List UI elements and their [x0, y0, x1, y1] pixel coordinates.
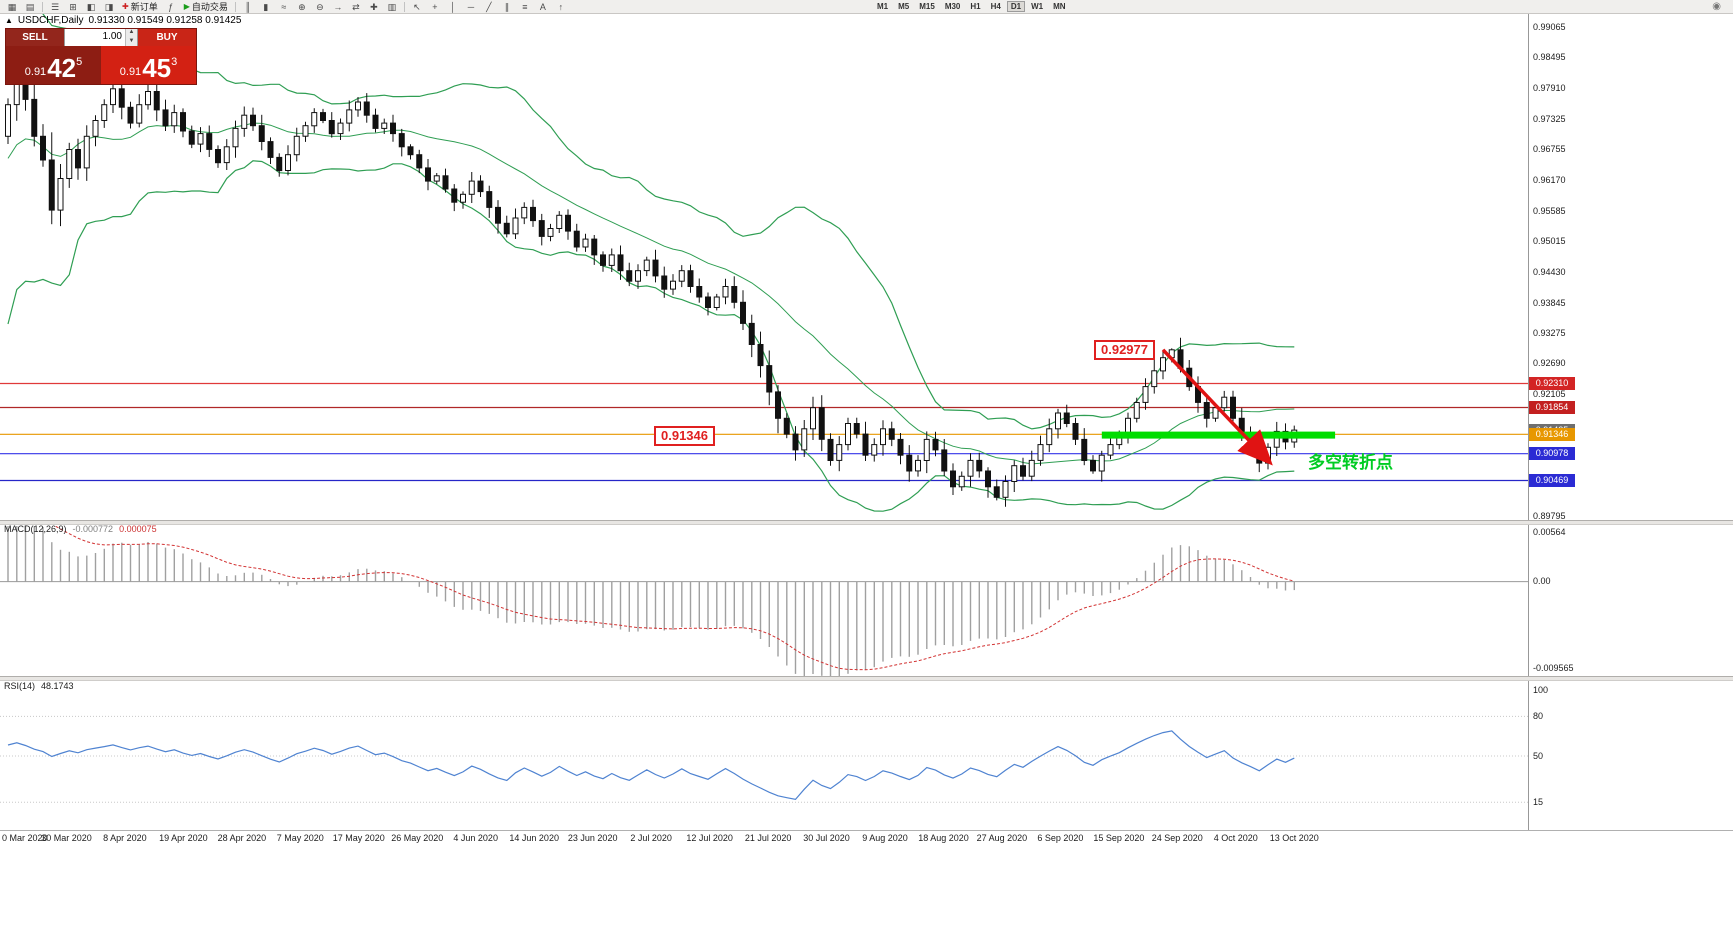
sell-price-base: 0.91 [24, 66, 47, 78]
trade-panel-price-row: 0.91 42 5 0.91 45 3 [6, 46, 196, 84]
trade-panel-top-row: SELL 1.00 ▲ ▼ BUY [6, 29, 196, 46]
price-axis-border [1528, 14, 1529, 830]
rsi-name: RSI(14) [4, 681, 36, 691]
line-chart-icon[interactable]: ≈ [281, 1, 287, 12]
timeframe-toolbar: M1 M5 M15 M30 H1 H4 D1 W1 MN [872, 1, 1071, 12]
one-click-trading-panel: SELL 1.00 ▲ ▼ BUY 0.91 42 5 0.91 45 3 [5, 28, 197, 85]
toolbar-separator [403, 1, 405, 12]
bar-chart-icon[interactable]: ║ [244, 1, 252, 12]
metaeditor-icon[interactable]: ƒ [168, 1, 174, 12]
timeframe-h1[interactable]: H1 [970, 2, 981, 11]
volume-down-icon[interactable]: ▼ [126, 37, 137, 46]
timeframe-w1[interactable]: W1 [1031, 2, 1044, 11]
macd-main-value: -0.000772 [72, 524, 114, 534]
turning-point-annotation[interactable]: 多空转折点 [1308, 453, 1393, 472]
chart-title: ▲ USDCHF,Daily 0.91330 0.91549 0.91258 0… [5, 15, 241, 26]
buy-price-button[interactable]: 0.91 45 3 [101, 46, 196, 84]
auto-scroll-icon[interactable]: → [333, 1, 343, 12]
trendline-icon[interactable]: ╱ [486, 1, 492, 12]
macd-panel-separator[interactable] [0, 520, 1733, 525]
channel-icon[interactable]: ∥ [504, 1, 510, 12]
toolbar-separator [42, 1, 43, 12]
date-axis-border [0, 830, 1733, 831]
indicators-icon[interactable]: ✚ [370, 1, 378, 12]
macd-signal-value: 0.000075 [119, 524, 157, 534]
buy-price-pips: 45 [142, 53, 172, 83]
profiles-icon[interactable]: ▤ [25, 1, 35, 12]
vertical-line-icon[interactable]: │ [450, 1, 456, 12]
arrow-object-icon[interactable]: ↑ [558, 1, 564, 12]
chart-objects[interactable] [1101, 348, 1336, 466]
new-order-button-icon: ✚ [122, 1, 129, 11]
timeframe-m30[interactable]: M30 [944, 2, 961, 11]
templates-icon[interactable]: ▥ [387, 1, 397, 12]
support-price-annotation[interactable]: 0.91346 [654, 426, 715, 446]
rsi-indicator[interactable] [0, 715, 1528, 803]
timeframe-d1[interactable]: D1 [1006, 1, 1026, 12]
fibonacci-icon[interactable]: ≡ [522, 1, 528, 12]
rsi-value: 48.1743 [41, 681, 74, 691]
timeframe-m5[interactable]: M5 [898, 2, 910, 11]
buy-price-base: 0.91 [119, 66, 142, 78]
autotrading-button-icon: ▶ [183, 1, 190, 11]
macd-indicator[interactable] [0, 512, 1528, 679]
rsi-panel-separator[interactable] [0, 676, 1733, 681]
sell-price-pips: 42 [47, 53, 77, 83]
symbol-period-label: USDCHF,Daily [17, 15, 84, 26]
volume-spinner[interactable]: ▲ ▼ [125, 29, 137, 46]
buy-price-point: 3 [171, 56, 178, 68]
pushpin-icon[interactable]: ◉ [1712, 1, 1721, 12]
main-price-chart[interactable] [0, 0, 1528, 512]
horizontal-line-icon[interactable]: ─ [467, 1, 475, 12]
timeframe-m15[interactable]: M15 [919, 2, 935, 11]
cursor-icon[interactable]: ↖ [413, 1, 421, 12]
support-zone-line [1101, 431, 1336, 439]
volume-up-icon[interactable]: ▲ [126, 29, 137, 38]
data-window-icon[interactable]: ⊞ [69, 1, 77, 12]
new-order-button[interactable]: ✚ 新订单 [118, 1, 162, 13]
sell-button[interactable]: SELL [6, 29, 64, 46]
sell-price-button[interactable]: 0.91 42 5 [6, 46, 101, 84]
candlestick-chart-icon[interactable]: ▮ [263, 1, 269, 12]
timeframe-m1[interactable]: M1 [877, 2, 889, 11]
buy-button[interactable]: BUY [138, 29, 196, 46]
peak-price-annotation[interactable]: 0.92977 [1094, 340, 1155, 360]
macd-name: MACD(12,26,9) [4, 524, 67, 534]
zoom-in-icon[interactable]: ⊕ [298, 1, 306, 12]
top-toolbar: ▦ ▤ ☰ ⊞ ◧ ◨ ✚ 新订单 ƒ ▶ 自动交易 ║ ▮ ≈ ⊕ ⊖ → ⇄ ✚ ▥ ↖ + │ ─ ╱ ∥ ≡ A ↑ M1 M5 M1… [0, 0, 1733, 14]
ohlc-values: 0.91330 0.91549 0.91258 0.91425 [88, 15, 242, 26]
toolbar-separator [234, 1, 236, 12]
sell-price-point: 5 [76, 56, 83, 68]
zoom-out-icon[interactable]: ⊖ [316, 1, 324, 12]
chart-shift-icon[interactable]: ⇄ [352, 1, 360, 12]
market-watch-icon[interactable]: ☰ [50, 1, 60, 12]
rsi-indicator-label: RSI(14) 48.1743 [4, 681, 74, 691]
chart-symbol-icon: ▲ [5, 16, 13, 25]
autotrading-button[interactable]: ▶ 自动交易 [180, 1, 232, 13]
text-label-icon[interactable]: A [539, 1, 546, 12]
trend-arrow [1161, 348, 1273, 466]
autotrading-button-label: 自动交易 [191, 1, 228, 12]
macd-indicator-label: MACD(12,26,9) -0.000772 0.000075 [4, 524, 157, 534]
timeframe-h4[interactable]: H4 [990, 2, 1001, 11]
terminal-icon[interactable]: ◨ [104, 1, 114, 12]
timeframe-mn[interactable]: MN [1053, 2, 1066, 11]
volume-value[interactable]: 1.00 [102, 31, 122, 42]
new-chart-icon[interactable]: ▦ [7, 1, 17, 12]
new-order-button-label: 新订单 [130, 1, 158, 12]
crosshair-icon[interactable]: + [432, 1, 438, 12]
volume-field[interactable]: 1.00 ▲ ▼ [64, 29, 138, 46]
navigator-icon[interactable]: ◧ [86, 1, 96, 12]
